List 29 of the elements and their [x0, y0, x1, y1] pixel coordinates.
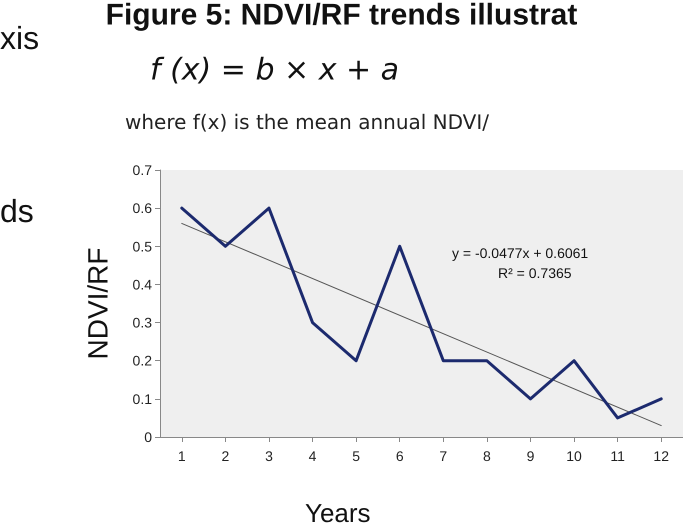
- chart-title: Figure 5: NDVI/RF trends illustrat: [106, 0, 578, 32]
- y-tick-label: 0.5: [132, 238, 152, 254]
- y-tick-label: 0.2: [132, 352, 152, 369]
- y-tick-label: 0.7: [132, 162, 152, 178]
- x-tick-label: 2: [221, 448, 230, 464]
- x-tick-label: 6: [396, 448, 404, 464]
- text: ds: [0, 193, 34, 229]
- y-axis-title: NDVI/RF: [82, 248, 114, 360]
- x-tick-label: 4: [308, 448, 317, 464]
- x-tick-label: 9: [526, 448, 535, 464]
- y-tick-label: 0.3: [132, 314, 152, 331]
- x-tick-label: 11: [610, 448, 626, 464]
- y-tick-label: 0.1: [132, 390, 152, 407]
- text: xis: [0, 20, 40, 56]
- x-tick-label: 5: [352, 448, 360, 464]
- x-tick-label: 7: [439, 448, 448, 464]
- y-tick-label: 0.4: [132, 276, 152, 292]
- annotation: y = -0.0477x + 0.6061: [452, 245, 588, 261]
- y-tick-label: 0: [144, 429, 152, 445]
- x-tick-label: 1: [178, 448, 186, 464]
- chart-subtitle: f (x) = b × x + a: [150, 52, 400, 88]
- x-tick-label: 12: [653, 448, 670, 464]
- y-tick-label: 0.6: [132, 200, 152, 216]
- text: where f(x) is the mean annual NDVI/: [125, 110, 490, 134]
- x-axis-title: Years: [305, 498, 371, 528]
- x-tick-label: 8: [482, 448, 491, 464]
- x-tick-label: 10: [566, 448, 582, 464]
- x-tick-label: 3: [265, 448, 274, 464]
- annotation: R² = 0.7365: [498, 265, 572, 281]
